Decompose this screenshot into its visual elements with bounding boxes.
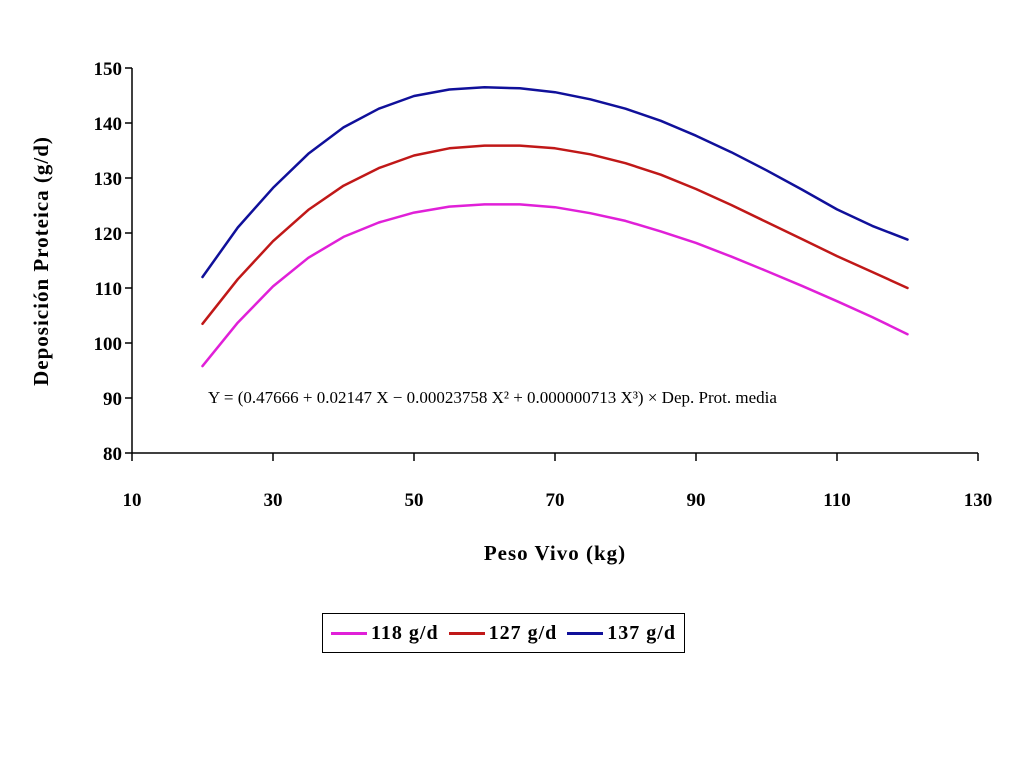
legend-swatch-118 — [331, 631, 367, 635]
x-axis-ticks: 10 30 50 70 90 110 130 — [123, 453, 993, 511]
y-tick-label: 80 — [103, 444, 122, 465]
legend-item-127: 127 g/d — [448, 621, 558, 645]
series-line-127-g-d — [201, 144, 909, 326]
series-line-137-g-d — [201, 86, 909, 279]
legend-label-127: 127 g/d — [488, 621, 558, 644]
series-line-118-g-d — [201, 203, 909, 368]
y-tick-label: 120 — [94, 224, 123, 245]
y-axis-title: Deposición Proteica (g/d) — [29, 136, 53, 386]
x-tick-label: 110 — [823, 490, 850, 511]
regression-equation: Y = (0.47666 + 0.02147 X − 0.00023758 X²… — [208, 388, 777, 407]
y-tick-label: 150 — [94, 59, 123, 80]
legend-item-137: 137 g/d — [567, 622, 676, 645]
legend-label-137: 137 g/d — [607, 621, 676, 644]
x-tick-label: 30 — [264, 490, 283, 511]
y-tick-label: 140 — [94, 114, 123, 135]
y-tick-label: 110 — [95, 279, 122, 300]
legend: 118 g/d 127 g/d 137 g/d — [322, 613, 685, 653]
y-tick-label: 90 — [103, 389, 122, 410]
legend-swatch-137 — [567, 631, 604, 635]
x-tick-label: 130 — [964, 490, 993, 511]
y-axis-ticks: 80 90 100 110 120 130 140 150 — [94, 59, 132, 465]
legend-swatch-127 — [448, 631, 485, 635]
legend-item-118: 118 g/d — [331, 622, 439, 645]
legend-label-118: 118 g/d — [371, 621, 439, 644]
series-lines — [201, 86, 909, 368]
plot-area: 80 90 100 110 120 130 140 150 10 30 50 70 90 110 130 — [94, 59, 993, 511]
x-tick-label: 70 — [546, 490, 565, 511]
x-axis-title: Peso Vivo (kg) — [484, 541, 626, 565]
y-tick-label: 130 — [94, 169, 123, 190]
x-tick-label: 10 — [123, 490, 142, 511]
y-tick-label: 100 — [94, 334, 123, 355]
x-tick-label: 50 — [405, 490, 424, 511]
x-tick-label: 90 — [687, 490, 706, 511]
